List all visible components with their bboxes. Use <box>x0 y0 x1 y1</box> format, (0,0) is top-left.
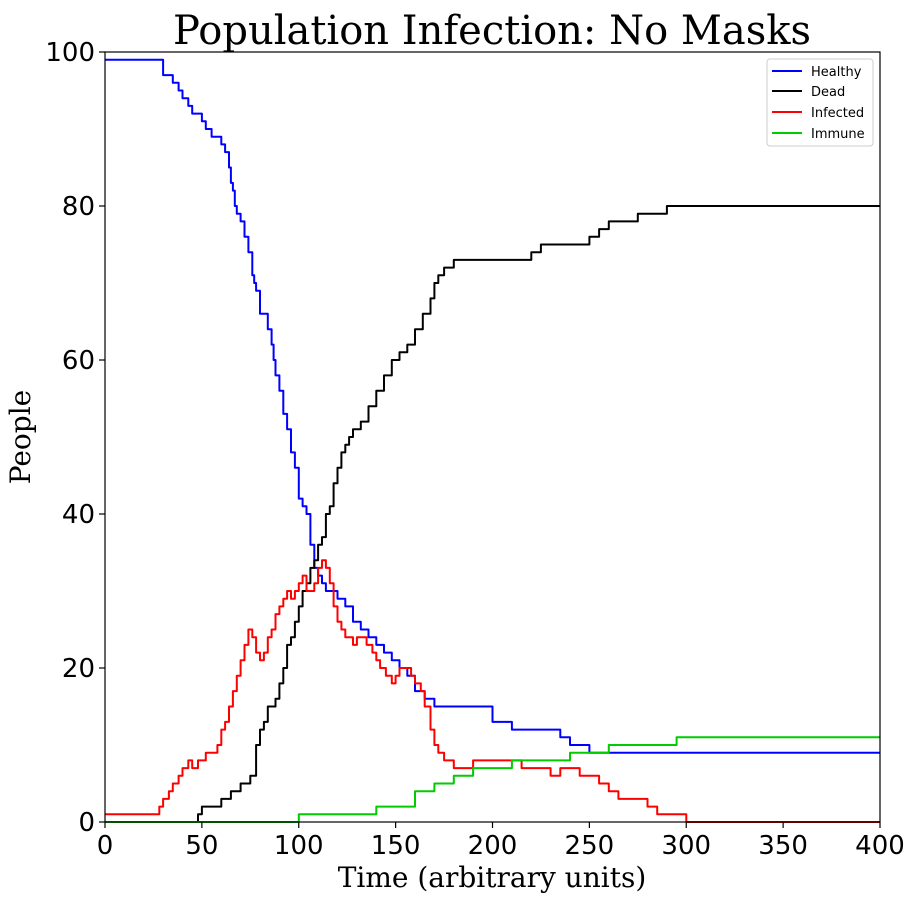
x-axis-label: Time (arbitrary units) <box>338 861 647 894</box>
legend-label-healthy: Healthy <box>811 65 862 80</box>
y-tick-label: 40 <box>62 500 95 530</box>
series-line-healthy <box>105 58 880 754</box>
x-tick-label: 50 <box>185 831 218 861</box>
y-tick-label: 80 <box>62 192 95 222</box>
legend: Healthy Dead Infected Immune <box>766 58 874 147</box>
legend-label-immune: Immune <box>811 127 865 142</box>
series-line-infected <box>105 559 880 823</box>
y-tick-label: 60 <box>62 346 95 376</box>
x-tick-label: 0 <box>97 831 114 861</box>
x-tick-label: 150 <box>371 831 421 861</box>
series-layer <box>105 58 880 823</box>
x-tick-label: 200 <box>468 831 518 861</box>
legend-label-dead: Dead <box>811 85 845 100</box>
y-axis-ticks: 0 20 40 60 80 100 <box>45 38 105 838</box>
y-tick-label: 100 <box>45 38 95 68</box>
y-tick-label: 20 <box>62 654 95 684</box>
x-tick-label: 250 <box>565 831 615 861</box>
x-tick-label: 400 <box>855 831 905 861</box>
x-tick-label: 300 <box>661 831 711 861</box>
x-axis-ticks: 0 50 100 150 200 250 300 350 400 <box>97 822 905 861</box>
legend-label-infected: Infected <box>811 106 864 121</box>
y-tick-label: 0 <box>78 808 95 838</box>
chart-title: Population Infection: No Masks <box>173 8 811 54</box>
x-tick-label: 100 <box>274 831 324 861</box>
legend-box <box>766 58 874 147</box>
y-axis-label: People <box>4 390 37 484</box>
series-line-immune <box>105 736 880 823</box>
x-tick-label: 350 <box>758 831 808 861</box>
series-line-dead <box>105 205 880 823</box>
